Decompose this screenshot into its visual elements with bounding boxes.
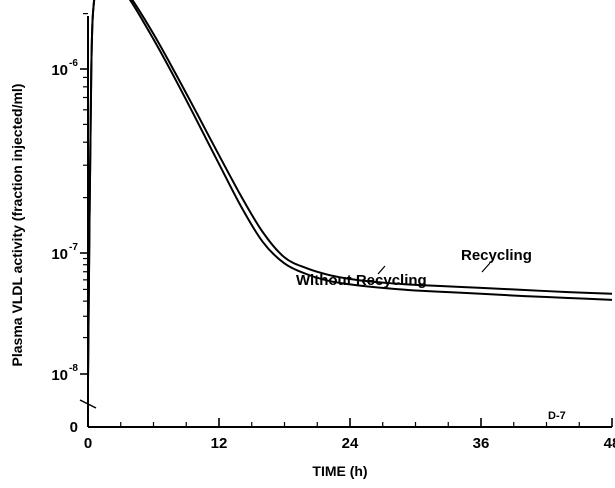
y-tick-label: 10 — [51, 246, 68, 263]
y-tick-label: 10 — [51, 62, 68, 79]
x-tick-label: 24 — [342, 435, 359, 452]
x-tick-label: 36 — [473, 435, 490, 452]
recycling-series-line — [87, 0, 613, 380]
y-tick-exponent: -8 — [69, 363, 78, 374]
without-recycling-curve-label: Without Recycling — [296, 272, 427, 289]
without-recycling-series-line — [87, 0, 613, 380]
y-tick-exponent: -6 — [69, 58, 78, 69]
x-tick-label: 0 — [84, 435, 92, 452]
y-ticks: 10-810-710-6 — [51, 13, 88, 384]
x-tick-label: 12 — [211, 435, 228, 452]
x-tick-label: 48 — [604, 435, 615, 452]
recycling-leader-line — [481, 262, 491, 273]
y-tick-exponent: -7 — [69, 242, 78, 253]
without-recycling-leader-line — [377, 265, 386, 275]
recycling-curve-label: Recycling — [461, 247, 532, 264]
axes — [79, 16, 612, 428]
y-axis-break — [79, 399, 97, 409]
x-ticks: 0 12 24 36 48 — [84, 418, 615, 452]
y-tick-label: 10 — [51, 367, 68, 384]
y-axis-title: Plasma VLDL activity (fraction injected/… — [9, 84, 25, 367]
y-origin-label: 0 — [70, 419, 78, 436]
figure-code-label: D-7 — [548, 410, 566, 422]
x-axis-title: TIME (h) — [312, 463, 367, 479]
series-group — [87, 0, 613, 380]
